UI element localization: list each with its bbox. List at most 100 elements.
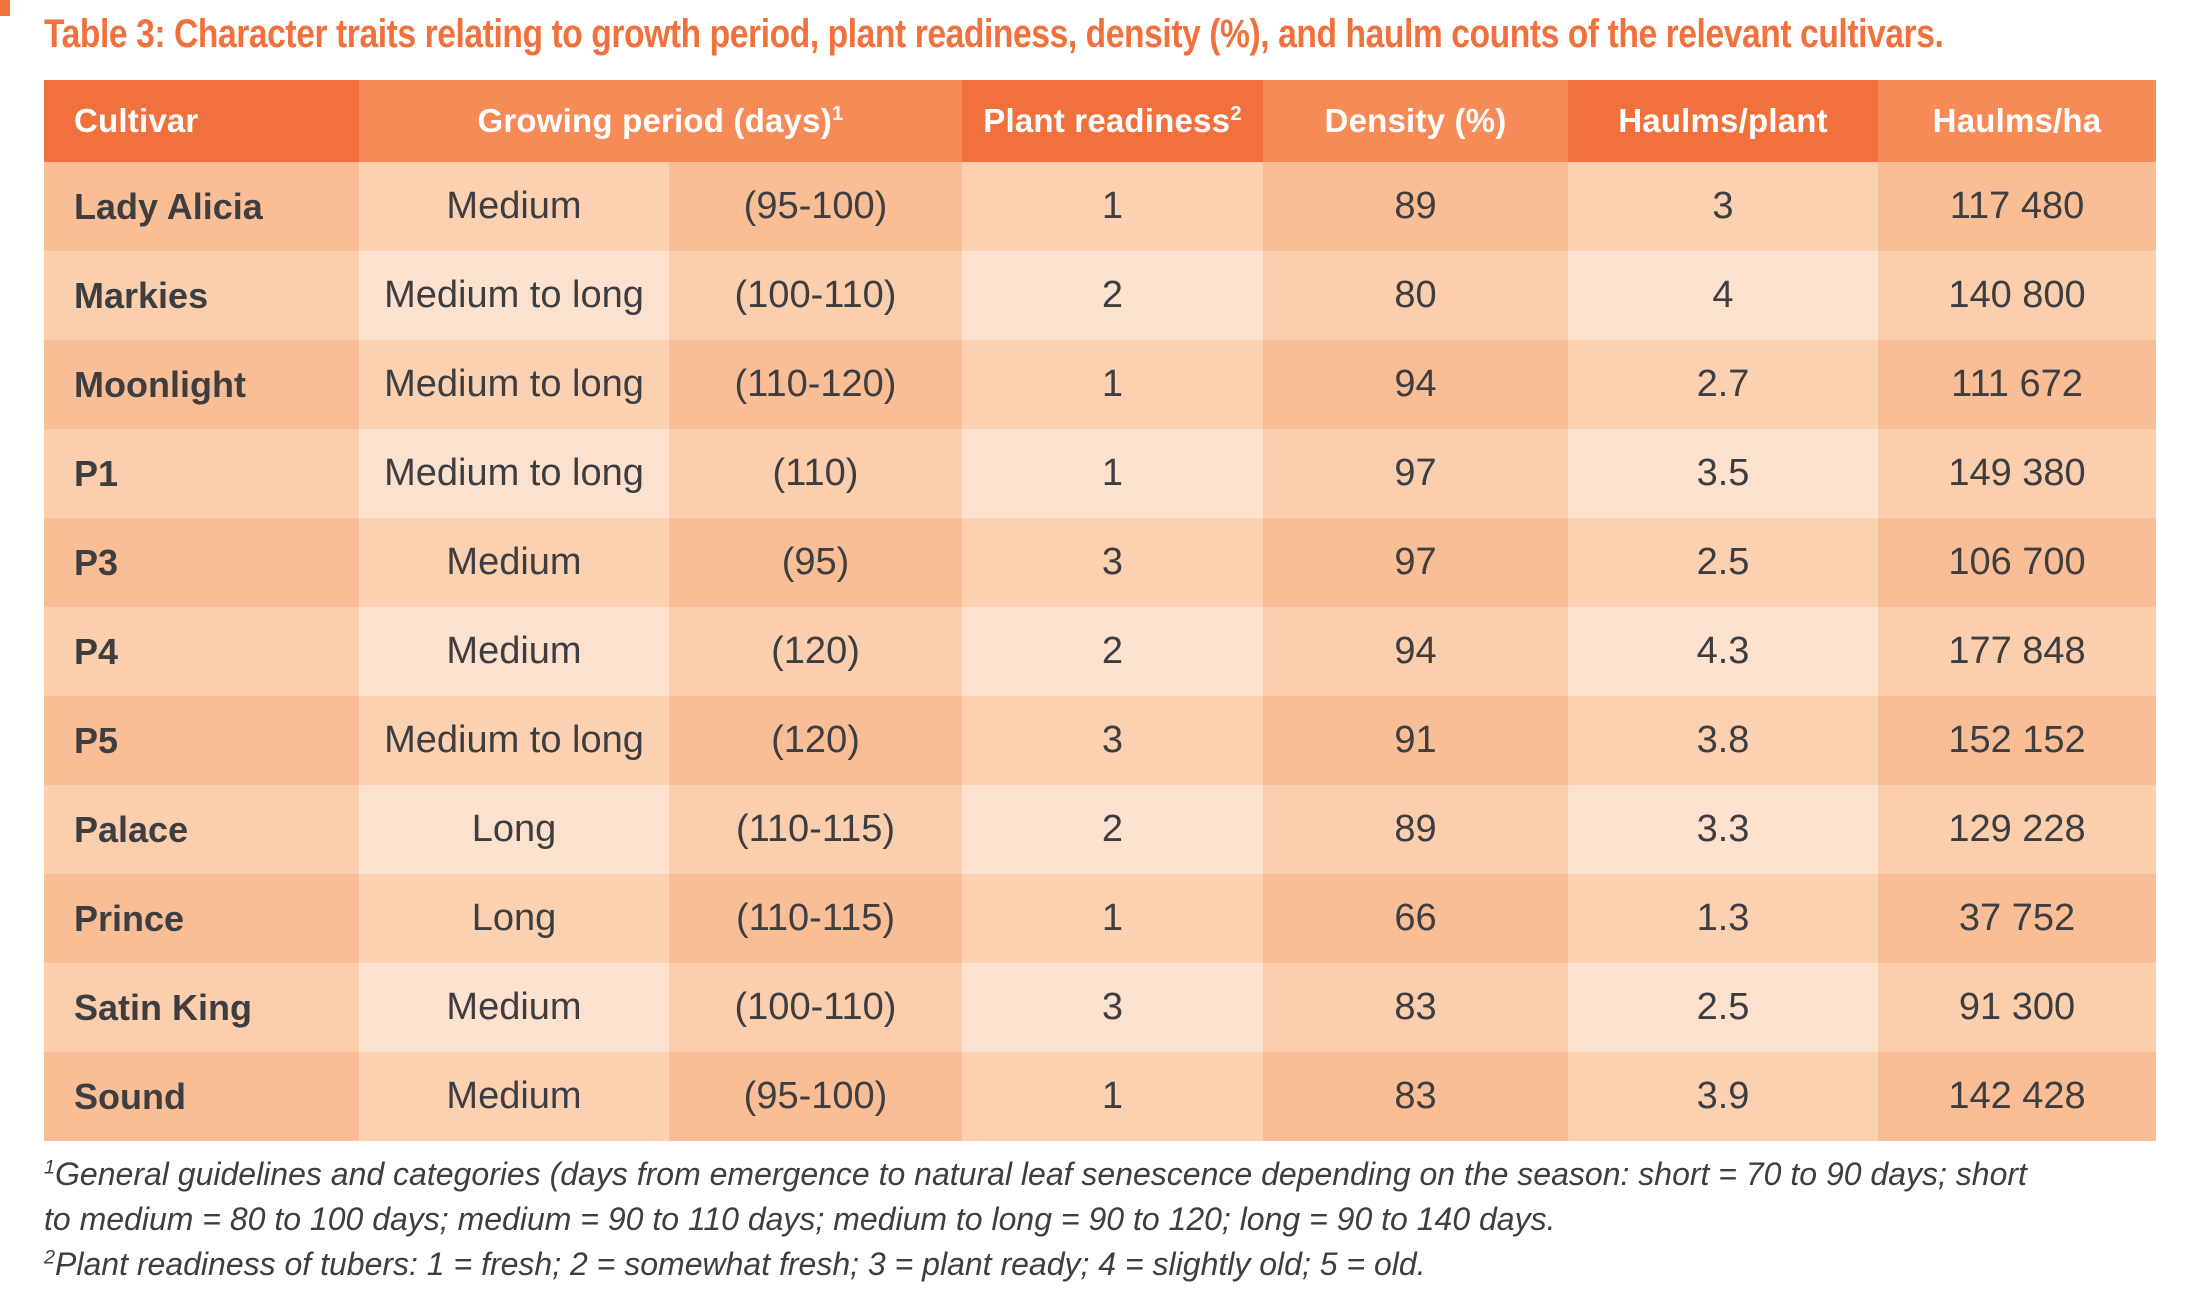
cell-days: (95-100) [669,162,962,251]
table-header-row: Cultivar Growing period (days)1 Plant read… [44,80,2156,162]
table-row: P3 Medium (95) 3 97 2.5 106 700 [44,518,2156,607]
cell-density: 97 [1263,429,1568,518]
cell-density: 89 [1263,162,1568,251]
table-row: P5 Medium to long (120) 3 91 3.8 152 152 [44,696,2156,785]
cell-haulms-ha: 177 848 [1878,607,2156,696]
cell-cultivar: Markies [44,251,359,340]
cell-days: (110) [669,429,962,518]
table-row: P4 Medium (120) 2 94 4.3 177 848 [44,607,2156,696]
cell-haulms-ha: 129 228 [1878,785,2156,874]
table-header: Cultivar Growing period (days)1 Plant read… [44,80,2156,162]
cell-density: 94 [1263,607,1568,696]
cell-density: 89 [1263,785,1568,874]
table-row: Moonlight Medium to long (110-120) 1 94 2.7 11… [44,340,2156,429]
cell-haulms-plant: 3.9 [1568,1052,1878,1141]
cell-days: (95-100) [669,1052,962,1141]
cell-haulms-plant: 3.8 [1568,696,1878,785]
cell-haulms-ha: 106 700 [1878,518,2156,607]
header-superscript: 1 [831,102,844,125]
cell-days: (100-110) [669,251,962,340]
cell-period: Medium to long [359,340,669,429]
cell-density: 66 [1263,874,1568,963]
cell-cultivar: P1 [44,429,359,518]
cell-haulms-plant: 4 [1568,251,1878,340]
cell-cultivar: Palace [44,785,359,874]
cell-cultivar: Satin King [44,963,359,1052]
cell-haulms-plant: 2.7 [1568,340,1878,429]
table-row: P1 Medium to long (110) 1 97 3.5 149 380 [44,429,2156,518]
cell-readiness: 3 [962,963,1263,1052]
header-cultivar: Cultivar [44,80,359,162]
table-body: Lady Alicia Medium (95-100) 1 89 3 117 480 Mark… [44,162,2156,1141]
cell-cultivar: P5 [44,696,359,785]
cell-readiness: 1 [962,429,1263,518]
footnote-2-sup: 2 [44,1246,56,1269]
header-growing-period: Growing period (days)1 [359,80,962,162]
cell-days: (100-110) [669,963,962,1052]
cell-readiness: 1 [962,1052,1263,1141]
cell-period: Medium [359,607,669,696]
cell-haulms-plant: 3.5 [1568,429,1878,518]
cell-days: (120) [669,607,962,696]
cell-cultivar: P4 [44,607,359,696]
cell-density: 91 [1263,696,1568,785]
table-row: Sound Medium (95-100) 1 83 3.9 142 428 [44,1052,2156,1141]
cell-haulms-ha: 152 152 [1878,696,2156,785]
cell-period: Long [359,874,669,963]
cell-haulms-plant: 2.5 [1568,518,1878,607]
cell-period: Medium [359,518,669,607]
table-row: Markies Medium to long (100-110) 2 80 4 140 80… [44,251,2156,340]
cell-cultivar: Moonlight [44,340,359,429]
header-haulms-ha: Haulms/ha [1878,80,2156,162]
footnote-2-text: Plant readiness of tubers: 1 = fresh; 2 … [55,1246,1426,1282]
footnote-2: 2Plant readiness of tubers: 1 = fresh; 2… [44,1242,2034,1287]
cell-days: (110-120) [669,340,962,429]
table-row: Satin King Medium (100-110) 3 83 2.5 91 300 [44,963,2156,1052]
cell-density: 83 [1263,963,1568,1052]
cell-density: 80 [1263,251,1568,340]
cell-period: Medium to long [359,251,669,340]
cell-density: 94 [1263,340,1568,429]
cell-readiness: 1 [962,162,1263,251]
cell-haulms-ha: 37 752 [1878,874,2156,963]
footnote-1: 1General guidelines and categories (days… [44,1152,2034,1242]
cell-days: (95) [669,518,962,607]
page-title: Table 3: Character traits relating to gr… [44,12,1944,56]
footnote-1-sup: 1 [44,1156,56,1179]
cell-density: 83 [1263,1052,1568,1141]
cell-haulms-ha: 91 300 [1878,963,2156,1052]
cell-cultivar: Lady Alicia [44,162,359,251]
cell-haulms-plant: 1.3 [1568,874,1878,963]
cell-readiness: 3 [962,696,1263,785]
cell-haulms-ha: 149 380 [1878,429,2156,518]
cell-haulms-ha: 117 480 [1878,162,2156,251]
cell-days: (110-115) [669,874,962,963]
cell-haulms-ha: 111 672 [1878,340,2156,429]
cell-haulms-ha: 142 428 [1878,1052,2156,1141]
table-row: Prince Long (110-115) 1 66 1.3 37 752 [44,874,2156,963]
cultivar-table: Cultivar Growing period (days)1 Plant read… [44,80,2156,1141]
cell-haulms-plant: 3 [1568,162,1878,251]
footnote-1-text: General guidelines and categories (days … [44,1156,2027,1237]
cell-readiness: 1 [962,874,1263,963]
header-plant-readiness: Plant readiness2 [962,80,1263,162]
cell-density: 97 [1263,518,1568,607]
cell-haulms-plant: 2.5 [1568,963,1878,1052]
cell-readiness: 2 [962,251,1263,340]
cell-period: Medium to long [359,696,669,785]
cell-readiness: 2 [962,785,1263,874]
header-density: Density (%) [1263,80,1568,162]
cell-period: Medium [359,963,669,1052]
cell-haulms-ha: 140 800 [1878,251,2156,340]
header-superscript: 2 [1230,102,1242,125]
footnotes: 1General guidelines and categories (days… [44,1152,2034,1287]
cell-days: (110-115) [669,785,962,874]
cell-days: (120) [669,696,962,785]
cell-readiness: 3 [962,518,1263,607]
header-haulms-plant: Haulms/plant [1568,80,1878,162]
table-row: Palace Long (110-115) 2 89 3.3 129 228 [44,785,2156,874]
cell-period: Medium to long [359,429,669,518]
cell-cultivar: P3 [44,518,359,607]
cell-cultivar: Prince [44,874,359,963]
cell-readiness: 1 [962,340,1263,429]
